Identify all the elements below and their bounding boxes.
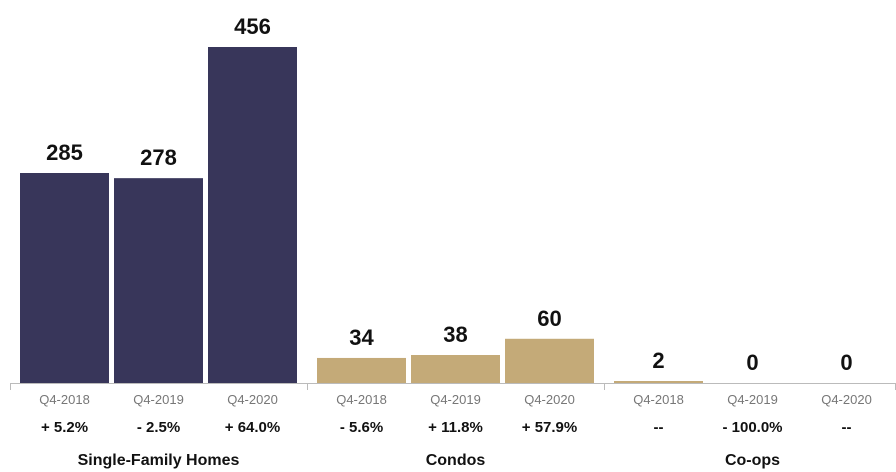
- change-label: + 5.2%: [41, 419, 88, 436]
- x-tick-label: Q4-2018: [336, 392, 387, 407]
- change-label: --: [842, 419, 852, 436]
- value-label: 60: [537, 306, 561, 331]
- x-tick-label: Q4-2019: [430, 392, 481, 407]
- bar-condos-q4-2018: [317, 357, 406, 383]
- value-label: 2: [652, 348, 664, 373]
- value-label: 38: [443, 322, 467, 347]
- group-label: Condos: [426, 452, 486, 469]
- x-tick-label: Q4-2018: [39, 392, 90, 407]
- x-tick-label: Q4-2019: [727, 392, 778, 407]
- bar-single-family-homes-q4-2020: [208, 47, 297, 383]
- change-label: --: [654, 419, 664, 436]
- x-tick-label: Q4-2020: [821, 392, 872, 407]
- value-label: 0: [840, 350, 852, 375]
- bar-condos-q4-2019: [411, 355, 500, 383]
- x-tick-label: Q4-2019: [133, 392, 184, 407]
- x-tick-label: Q4-2020: [227, 392, 278, 407]
- bar-single-family-homes-q4-2018: [20, 173, 109, 383]
- bar-co-ops-q4-2018: [614, 381, 703, 383]
- value-label: 278: [140, 145, 177, 170]
- value-label: 456: [234, 14, 271, 39]
- x-tick-label: Q4-2018: [633, 392, 684, 407]
- value-label: 34: [349, 325, 374, 350]
- bar-single-family-homes-q4-2019: [114, 178, 203, 383]
- group-label: Single-Family Homes: [78, 452, 240, 469]
- change-label: + 11.8%: [428, 419, 483, 436]
- change-label: - 2.5%: [137, 419, 180, 436]
- value-label: 0: [746, 350, 758, 375]
- bar-condos-q4-2020: [505, 338, 594, 383]
- x-tick-label: Q4-2020: [524, 392, 575, 407]
- change-label: - 5.6%: [340, 419, 383, 436]
- change-label: - 100.0%: [722, 419, 782, 436]
- value-label: 285: [46, 140, 83, 165]
- change-label: + 57.9%: [522, 419, 577, 436]
- change-label: + 64.0%: [225, 419, 280, 436]
- group-label: Co-ops: [725, 452, 780, 469]
